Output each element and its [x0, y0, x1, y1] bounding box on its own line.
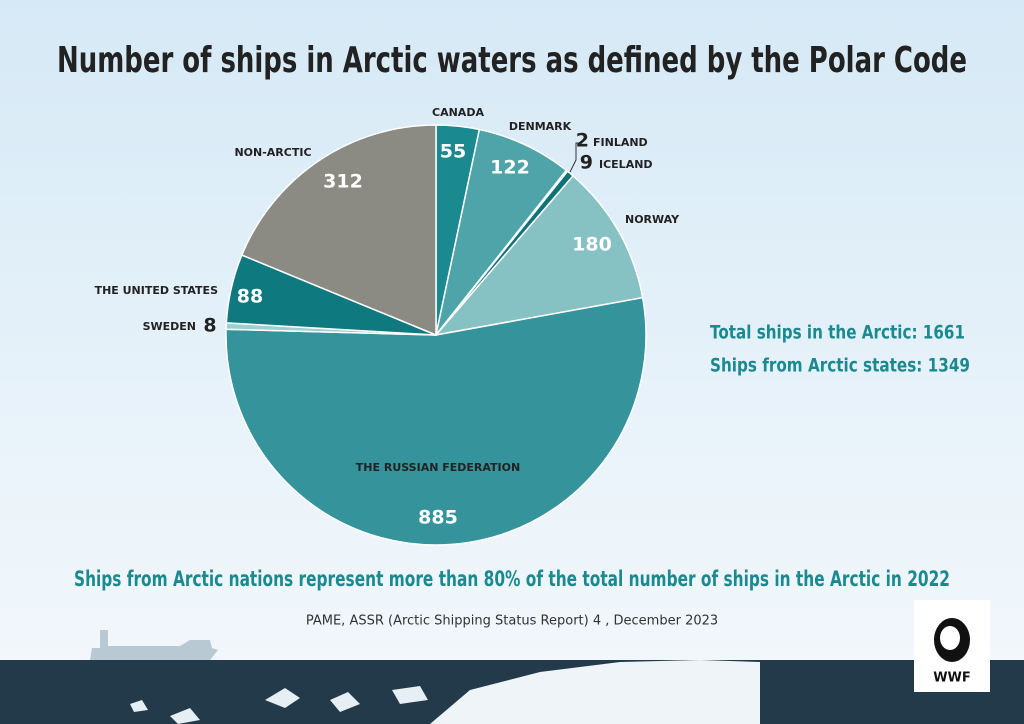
summary-annotation: Ships from Arctic nations represent more…: [74, 567, 950, 591]
value-label: 122: [490, 157, 530, 179]
pie-slice: [435, 128, 568, 336]
pie-slice: [434, 174, 644, 337]
arctic-states-annotation: Ships from Arctic states: 1349: [710, 355, 970, 377]
value-label: 88: [237, 286, 263, 308]
pie-slice: [240, 124, 437, 337]
slice-label: ICELAND: [599, 158, 653, 171]
total-annotation: Total ships in the Arctic: 1661: [710, 322, 965, 344]
ship: [90, 630, 218, 660]
value-label: 885: [418, 507, 458, 529]
chart-title: Number of ships in Arctic waters as defi…: [57, 40, 967, 81]
slice-label: DENMARK: [509, 120, 572, 133]
leader-line: [569, 142, 582, 173]
slice-label: NORWAY: [625, 213, 680, 226]
logo-panda-face: [940, 626, 960, 650]
slice-label: NON-ARCTIC: [234, 146, 311, 159]
slice-label: FINLAND: [593, 136, 648, 149]
pie: [225, 124, 647, 546]
pie-slice: [225, 296, 647, 546]
slice-label: CANADA: [432, 106, 484, 119]
value-label: 8: [203, 315, 216, 337]
logo-text: WWF: [933, 671, 971, 686]
slice-label: THE RUSSIAN FEDERATION: [356, 461, 520, 474]
value-label: 312: [323, 171, 363, 193]
value-label: 9: [580, 152, 593, 174]
ice-floe: [430, 660, 760, 724]
slice-label: THE UNITED STATES: [95, 284, 219, 297]
value-label: 55: [440, 141, 466, 163]
slice-label: SWEDEN: [143, 320, 196, 333]
value-label: 180: [572, 234, 612, 256]
source: PAME, ASSR (Arctic Shipping Status Repor…: [306, 614, 718, 629]
ice-chunks: [130, 686, 428, 724]
value-label: 2: [576, 130, 589, 152]
